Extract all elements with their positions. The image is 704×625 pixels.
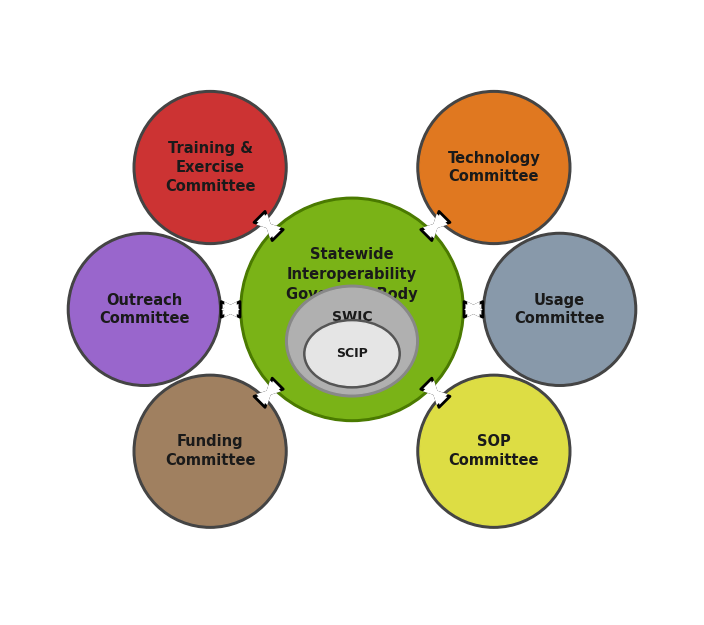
Circle shape [483,232,636,386]
Text: Technology
Committee: Technology Committee [448,151,540,184]
Circle shape [420,94,568,241]
Text: Statewide
Interoperability
Governing Body: Statewide Interoperability Governing Bod… [287,247,417,302]
Circle shape [133,374,287,528]
Circle shape [240,198,464,421]
Text: Funding
Committee: Funding Committee [165,434,256,468]
Ellipse shape [306,322,398,386]
Text: SWIC: SWIC [332,310,372,324]
Circle shape [136,94,284,241]
Circle shape [136,378,284,525]
Text: Outreach
Committee: Outreach Committee [99,292,189,326]
Text: Training &
Exercise
Committee: Training & Exercise Committee [165,141,256,194]
Text: Usage
Committee: Usage Committee [515,292,605,326]
Circle shape [417,374,571,528]
Circle shape [68,232,221,386]
Circle shape [133,91,287,244]
Ellipse shape [286,285,418,397]
Circle shape [420,378,568,525]
Circle shape [417,91,571,244]
Ellipse shape [303,319,401,388]
Text: SCIP: SCIP [336,348,368,360]
Circle shape [243,200,461,419]
Ellipse shape [289,288,415,394]
Text: SOP
Committee: SOP Committee [448,434,539,468]
Circle shape [70,236,218,383]
Circle shape [486,236,634,383]
